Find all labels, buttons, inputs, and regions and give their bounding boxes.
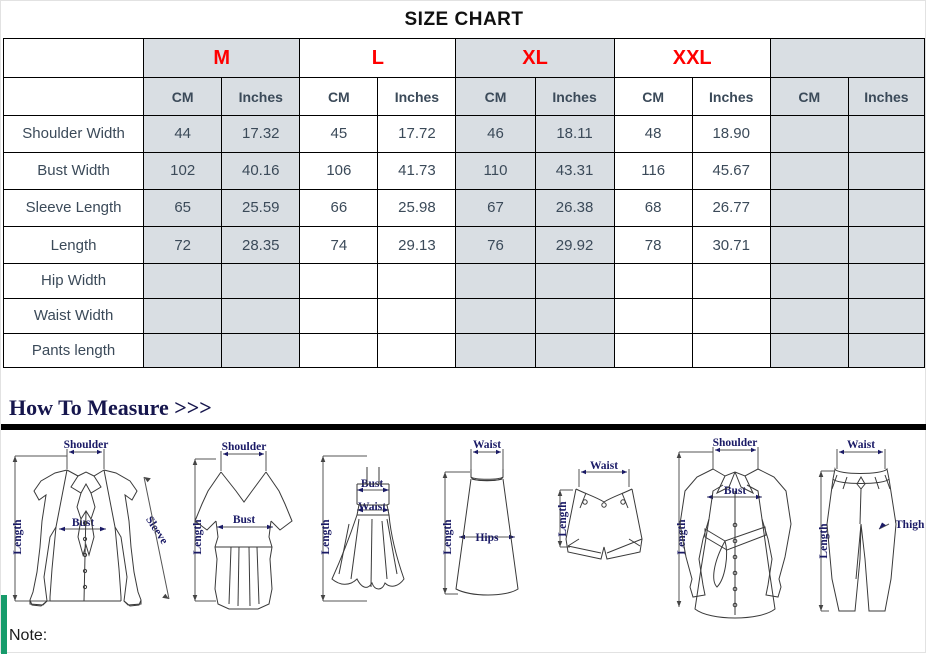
svg-text:Sleeve: Sleeve bbox=[143, 514, 170, 546]
svg-text:Waist: Waist bbox=[590, 460, 618, 472]
svg-text:Shoulder: Shoulder bbox=[64, 439, 109, 451]
svg-text:Length: Length bbox=[442, 519, 454, 555]
svg-text:Shoulder: Shoulder bbox=[713, 437, 758, 449]
svg-text:Waist: Waist bbox=[358, 501, 386, 513]
svg-text:Shoulder: Shoulder bbox=[222, 441, 267, 453]
svg-text:Length: Length bbox=[192, 519, 204, 555]
svg-text:Length: Length bbox=[12, 519, 24, 555]
svg-text:Thigh: Thigh bbox=[895, 519, 925, 531]
svg-text:Hips: Hips bbox=[475, 532, 499, 544]
svg-text:Waist: Waist bbox=[847, 439, 875, 451]
svg-text:Length: Length bbox=[320, 519, 332, 555]
svg-text:Waist: Waist bbox=[473, 439, 501, 451]
svg-text:Bust: Bust bbox=[233, 514, 256, 526]
